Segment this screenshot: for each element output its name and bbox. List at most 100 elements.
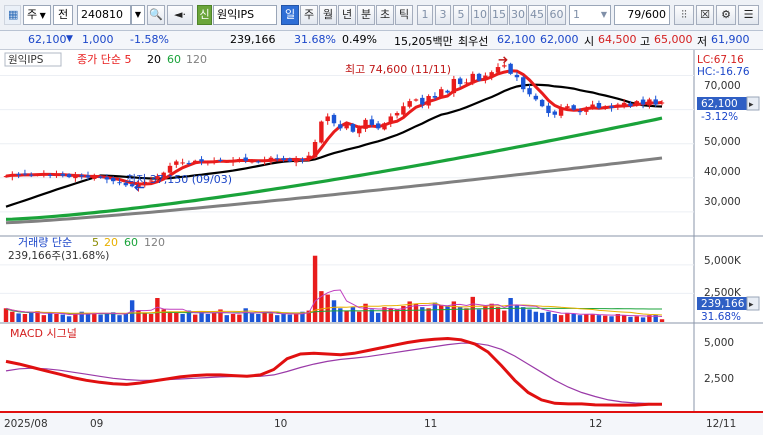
page-count-field[interactable]: 79/600 — [614, 5, 670, 25]
prev-button[interactable]: 전 — [53, 5, 73, 25]
candle-body — [647, 99, 652, 106]
candle-body — [420, 97, 425, 105]
code-dropdown[interactable]: ▼ — [131, 5, 145, 25]
sound-button[interactable]: ◄· — [167, 5, 193, 25]
market-dropdown[interactable]: 주 ▼ — [23, 5, 51, 25]
chevron-right-icon: ▸ — [749, 100, 754, 110]
candle-body — [129, 184, 135, 187]
volume-bar — [382, 307, 387, 322]
volume-bar — [174, 312, 179, 322]
menu-button[interactable]: ☰ — [738, 5, 759, 25]
volume-bar — [521, 307, 526, 322]
tab-month[interactable]: 월 — [319, 5, 337, 25]
candle-body — [275, 158, 280, 160]
volume-bar — [60, 314, 65, 322]
tab-week[interactable]: 주 — [300, 5, 318, 25]
volume-bar — [287, 314, 293, 322]
tab-label: 년 — [341, 8, 353, 21]
candle-body — [603, 106, 608, 109]
candle-body — [350, 123, 356, 132]
volume-bar — [205, 314, 211, 322]
candle-body — [174, 161, 179, 165]
candle-body — [312, 142, 318, 158]
tab-day[interactable]: 일 — [281, 5, 299, 25]
candle-body — [243, 157, 248, 161]
tab-tick[interactable]: 틱 — [395, 5, 413, 25]
search-button[interactable]: 🔍 — [147, 5, 165, 25]
volume-bar — [16, 313, 21, 322]
interval-label: 3 — [439, 8, 447, 21]
interval-3[interactable]: 3 — [435, 5, 451, 25]
interval-select[interactable]: 1 ▼ — [569, 5, 611, 25]
volume-bar — [123, 314, 129, 322]
interval-45[interactable]: 45 — [528, 5, 546, 25]
candles — [3, 56, 665, 192]
volume-bar — [659, 319, 665, 322]
candle-tool-button[interactable]: ⫶⫶ — [674, 5, 694, 25]
market-select[interactable]: ▦ — [4, 5, 21, 25]
interval-label: 60 — [549, 8, 564, 21]
tab-year[interactable]: 년 — [338, 5, 356, 25]
candle-body — [571, 105, 576, 110]
price-scroll-button[interactable] — [746, 96, 760, 111]
candle-body — [565, 106, 570, 108]
stock-name-field[interactable]: 원익IPS — [213, 5, 277, 25]
volume-bar — [41, 315, 47, 322]
macd-line — [5, 336, 662, 407]
interval-5[interactable]: 5 — [453, 5, 469, 25]
candle-body — [205, 162, 211, 164]
tab-minute[interactable]: 분 — [357, 5, 375, 25]
chart-area[interactable]: 원익IPS 종가 단순 5 20 60 120 최고 74,600 (11/11… — [0, 50, 763, 435]
candle-body — [117, 182, 122, 184]
volume-bar — [653, 314, 658, 322]
candle-body — [470, 73, 475, 84]
candle-body — [148, 180, 154, 182]
candle-body — [634, 101, 639, 106]
low-label: 저 — [697, 35, 708, 48]
search-icon: 🔍 — [149, 8, 163, 21]
x-label-11: 11 — [424, 418, 437, 430]
y-tick-70000: 70,000 — [704, 80, 741, 92]
candle-body — [293, 159, 299, 163]
checkbox-button[interactable]: ☒ — [696, 5, 714, 25]
volume-bar — [571, 314, 576, 322]
y-tick-30000: 30,000 — [704, 196, 741, 208]
volume-bar — [211, 312, 217, 322]
candle-body — [628, 103, 633, 107]
candle-body — [439, 89, 444, 97]
volume-bar — [439, 304, 444, 322]
candle-body — [584, 107, 589, 112]
interval-1[interactable]: 1 — [417, 5, 433, 25]
code-input[interactable]: 240810 — [77, 5, 131, 25]
volume-scroll-button[interactable] — [746, 296, 760, 311]
volume-bar — [533, 311, 539, 322]
interval-label: 10 — [473, 8, 487, 21]
interval-60[interactable]: 60 — [547, 5, 566, 25]
candle-body — [249, 161, 255, 163]
settings-button[interactable]: ⚙ — [716, 5, 736, 25]
quote-bar: 62,100 ▼ 1,000 -1.58% 239,166 31.68% 0.4… — [0, 31, 763, 50]
interval-label: 5 — [457, 8, 465, 21]
stock-chart[interactable]: 원익IPS 종가 단순 5 20 60 120 최고 74,600 (11/11… — [0, 50, 763, 435]
interval-15[interactable]: 15 — [490, 5, 508, 25]
interval-10[interactable]: 10 — [471, 5, 489, 25]
tab-second[interactable]: 초 — [376, 5, 394, 25]
price-change: 1,000 — [82, 33, 114, 46]
interval-select-value: 1 — [573, 8, 580, 21]
candle-body — [558, 107, 564, 116]
volume-bar — [186, 310, 192, 322]
candle-body — [47, 174, 53, 176]
volume-bar — [470, 296, 475, 322]
candle-body — [382, 123, 387, 130]
volume-bar — [142, 312, 147, 322]
candle-body — [167, 165, 173, 173]
interval-30[interactable]: 30 — [509, 5, 527, 25]
volume-bar — [167, 311, 173, 322]
volume-bar — [268, 313, 274, 322]
volume-bar — [420, 307, 425, 322]
last-volume-tag — [697, 297, 747, 310]
change-rate: -1.58% — [130, 33, 169, 46]
volume-bar — [92, 312, 97, 322]
volume-bar — [647, 315, 652, 322]
volume-bar — [357, 311, 362, 322]
